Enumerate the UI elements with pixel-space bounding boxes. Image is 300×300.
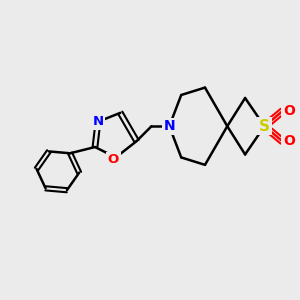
Text: O: O xyxy=(283,104,295,118)
Text: S: S xyxy=(259,119,270,134)
Text: N: N xyxy=(92,115,104,128)
Text: N: N xyxy=(164,119,175,133)
Text: O: O xyxy=(283,134,295,148)
Text: O: O xyxy=(108,153,119,166)
